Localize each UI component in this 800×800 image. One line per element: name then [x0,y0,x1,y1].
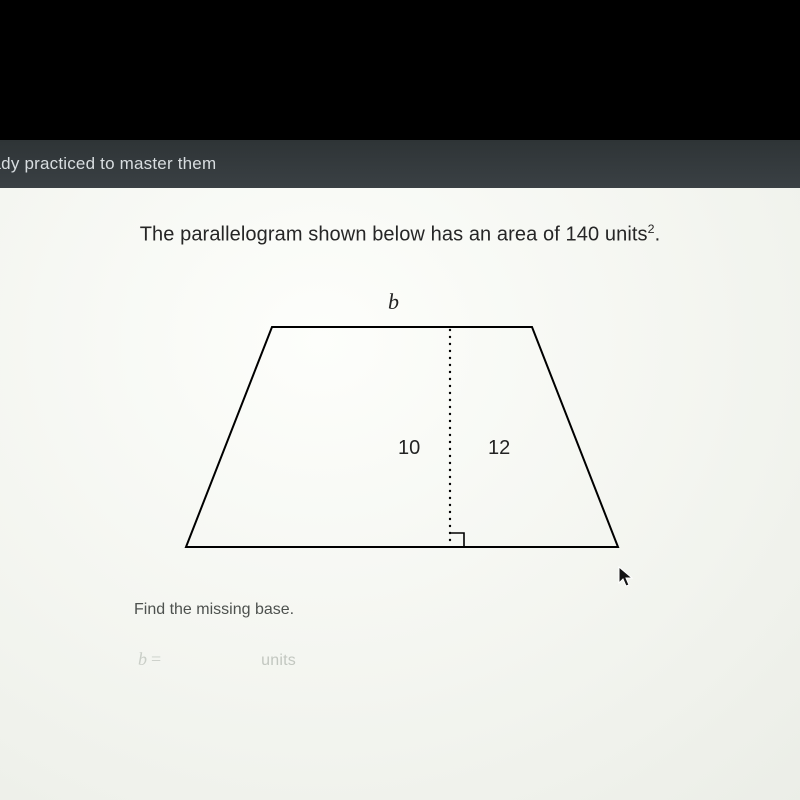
question-paper: The parallelogram shown below has an are… [0,188,800,800]
label-side-12: 12 [488,437,510,460]
app-header-bar: ready practiced to master them [0,140,800,188]
parallelogram-diagram: b 10 12 [160,265,640,575]
diagram-svg [160,265,640,575]
height-dotted-line [449,328,451,540]
find-base-prompt: Find the missing base. [134,601,740,619]
question-unit-base: units [605,224,648,246]
question-suffix: . [655,224,661,246]
question-unit-exp: 2 [648,222,655,236]
header-text: ready practiced to master them [0,154,216,173]
answer-variable: b [138,649,147,669]
photo-black-top [0,0,800,140]
question-area-value: 140 [566,224,600,246]
question-prefix: The parallelogram shown below has an are… [140,224,566,246]
answer-equals: = [147,649,165,669]
right-angle-marker [450,533,464,547]
answer-units: units [261,652,296,669]
answer-row: b= units [138,649,740,670]
label-base-b: b [388,289,399,315]
label-height-10: 10 [398,437,420,460]
question-text: The parallelogram shown below has an are… [60,222,740,247]
